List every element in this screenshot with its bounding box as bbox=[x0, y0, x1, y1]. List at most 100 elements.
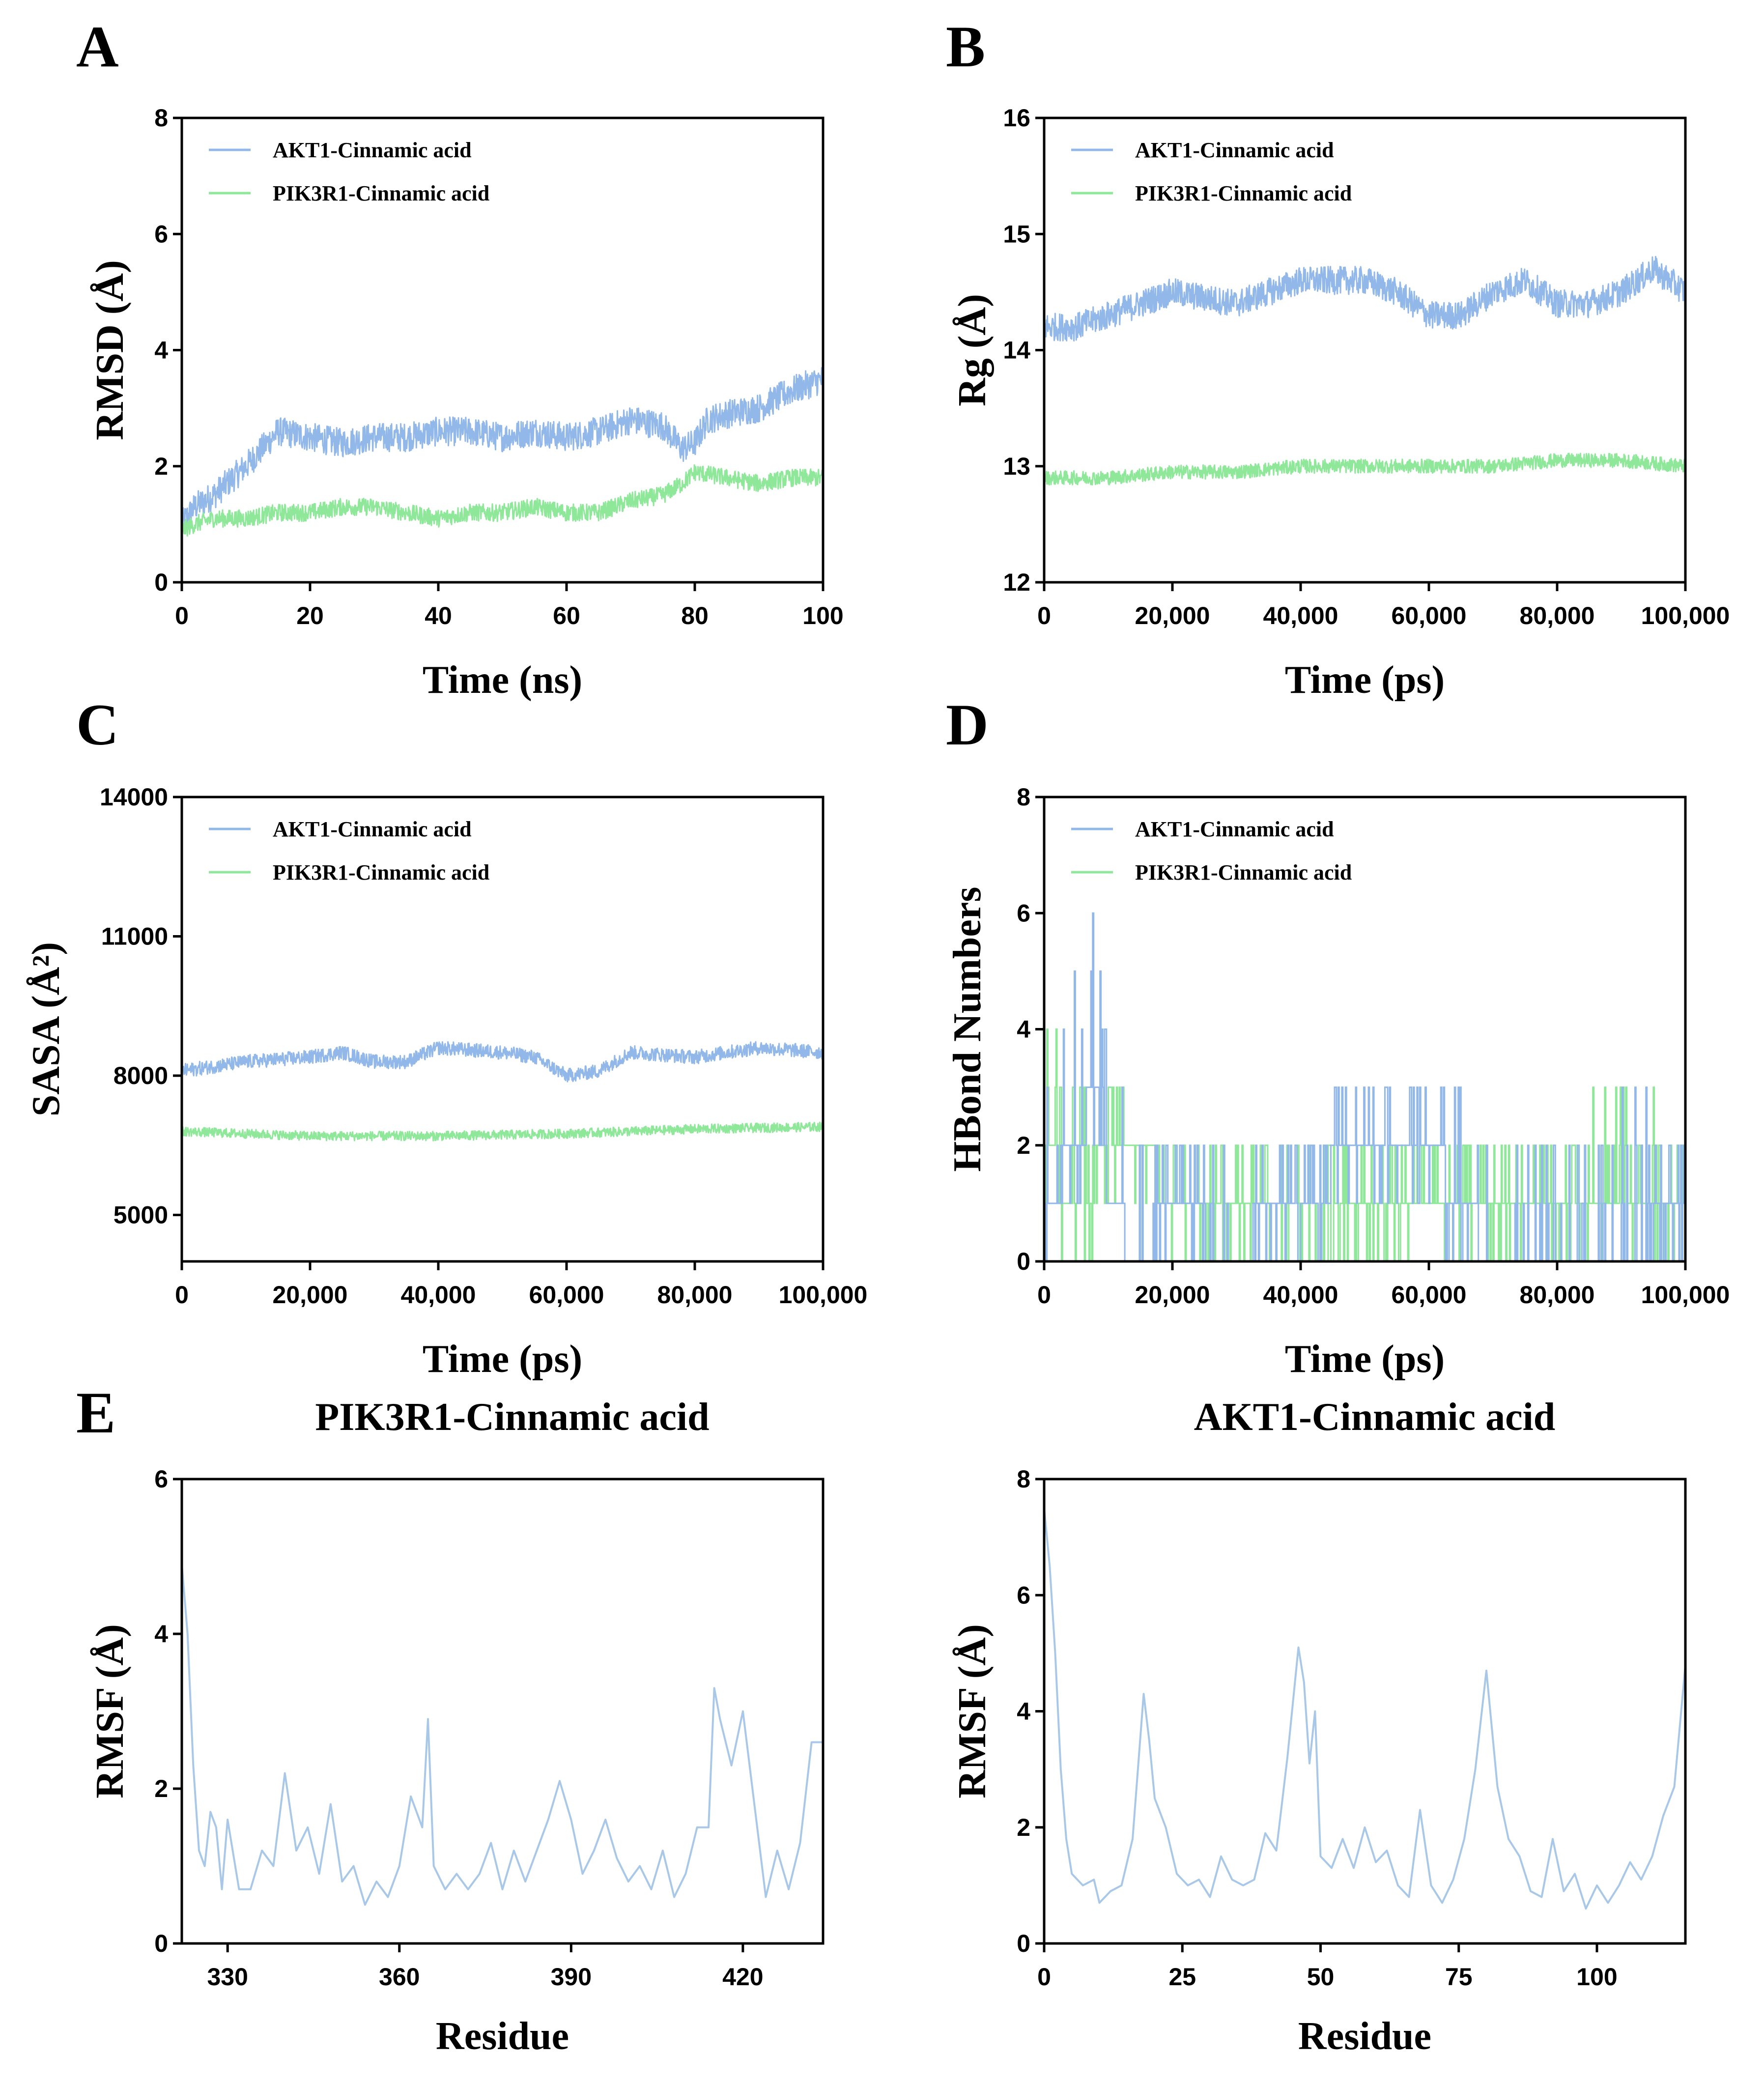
y-axis-title: HBond Numbers bbox=[946, 886, 989, 1171]
y-tick-label: 6 bbox=[1017, 899, 1030, 927]
legend-entry: AKT1-Cinnamic acid bbox=[1135, 138, 1334, 162]
legend-entry: PIK3R1-Cinnamic acid bbox=[273, 181, 489, 205]
legend: AKT1-Cinnamic acid PIK3R1-Cinnamic acid bbox=[209, 138, 489, 205]
x-tick-label: 20,000 bbox=[1135, 602, 1210, 629]
y-tick-label: 8 bbox=[154, 104, 168, 132]
series-pik3r1-cinnamic-acid-line bbox=[1044, 453, 1685, 485]
chart-panel-b: B 0 20,000 40,000 60,000 80,000 100,000 12 13 14 1… bbox=[946, 14, 1730, 702]
y-tick-label: 8 bbox=[1017, 783, 1030, 811]
x-tick-label: 60,000 bbox=[1392, 1281, 1467, 1309]
x-tick-label: 20 bbox=[296, 602, 324, 629]
plot-frame bbox=[180, 796, 825, 1263]
legend-entry: AKT1-Cinnamic acid bbox=[273, 817, 472, 841]
x-tick-label: 80 bbox=[681, 602, 709, 629]
x-tick-label: 80,000 bbox=[657, 1281, 733, 1309]
y-tick-label: 6 bbox=[1017, 1581, 1030, 1609]
y-tick-label: 0 bbox=[154, 569, 168, 596]
x-tick-label: 40 bbox=[425, 602, 452, 629]
y-tick-label: 15 bbox=[1003, 220, 1030, 248]
series-pik3r1-cinnamic-acid-line bbox=[182, 1121, 823, 1141]
x-tick-label: 100,000 bbox=[779, 1281, 868, 1309]
y-tick-label: 8 bbox=[1017, 1465, 1030, 1493]
y-axis-title: Rg (Å) bbox=[951, 294, 994, 406]
y-tick-label: 4 bbox=[154, 1620, 168, 1648]
x-tick-label: 360 bbox=[379, 1963, 420, 1991]
legend: AKT1-Cinnamic acid PIK3R1-Cinnamic acid bbox=[1071, 138, 1352, 205]
x-axis-title: Residue bbox=[436, 2015, 569, 2058]
x-tick-label: 100,000 bbox=[1641, 1281, 1730, 1309]
x-tick-label: 25 bbox=[1168, 1963, 1196, 1991]
x-axis-title: Residue bbox=[1298, 2015, 1431, 2058]
x-tick-label: 50 bbox=[1307, 1963, 1335, 1991]
y-axis-title: SASA (Å²) bbox=[25, 942, 68, 1116]
chart-panel-a: A 0 20 40 60 80 100 0 2 4 6 8 Time (ns) RMSD (Å) AKT1-… bbox=[76, 14, 844, 702]
panel-label-c: C bbox=[76, 692, 119, 757]
x-tick-label: 330 bbox=[207, 1963, 248, 1991]
y-tick-label: 5000 bbox=[114, 1201, 168, 1229]
series-group bbox=[1044, 256, 1685, 485]
legend-entry: AKT1-Cinnamic acid bbox=[273, 138, 472, 162]
chart-panel-e2: AKT1-Cinnamic acid 0 25 50 75 100 0 2 4 6 8 Residue… bbox=[951, 1396, 1687, 2058]
y-tick-label: 4 bbox=[1017, 1016, 1030, 1043]
y-tick-label: 16 bbox=[1003, 104, 1030, 132]
x-tick-label: 0 bbox=[1037, 1963, 1051, 1991]
legend: AKT1-Cinnamic acid PIK3R1-Cinnamic acid bbox=[209, 817, 489, 885]
plot-frame bbox=[180, 1478, 825, 1945]
y-tick-label: 2 bbox=[154, 453, 168, 480]
panel-label-d: D bbox=[946, 692, 989, 757]
x-axis-title: Time (ps) bbox=[423, 1338, 582, 1381]
series-akt1-cinnamic-acid-line bbox=[1044, 1508, 1685, 1910]
x-tick-label: 60,000 bbox=[1392, 602, 1467, 629]
chart-title: AKT1-Cinnamic acid bbox=[1194, 1396, 1556, 1439]
y-tick-label: 6 bbox=[154, 220, 168, 248]
series-pik3r1-cinnamic-acid-line bbox=[182, 464, 823, 537]
y-tick-label: 8000 bbox=[114, 1062, 168, 1089]
x-tick-label: 390 bbox=[551, 1963, 592, 1991]
y-tick-label: 4 bbox=[1017, 1698, 1030, 1725]
series-group bbox=[182, 1041, 823, 1141]
legend-entry: AKT1-Cinnamic acid bbox=[1135, 817, 1334, 841]
panel-label-b: B bbox=[946, 14, 985, 79]
series-group bbox=[182, 367, 823, 537]
x-tick-label: 60 bbox=[553, 602, 580, 629]
y-axis-title: RMSF (Å) bbox=[951, 1624, 994, 1798]
series-akt1-cinnamic-acid-line bbox=[182, 367, 823, 531]
x-tick-label: 80,000 bbox=[1520, 1281, 1595, 1309]
x-tick-label: 0 bbox=[1037, 602, 1051, 629]
series-akt1-cinnamic-acid-line bbox=[182, 1041, 823, 1083]
x-tick-label: 75 bbox=[1445, 1963, 1473, 1991]
series-pik3r1-cinnamic-acid-line bbox=[182, 1564, 823, 1906]
chart-panel-e1: E PIK3R1-Cinnamic acid 330 360 390 420 0 2 4 6 Res… bbox=[76, 1380, 825, 2058]
series-group bbox=[182, 1564, 823, 1906]
y-tick-label: 13 bbox=[1003, 453, 1030, 480]
y-tick-label: 0 bbox=[1017, 1930, 1030, 1957]
x-tick-label: 40,000 bbox=[1263, 602, 1338, 629]
y-tick-label: 14 bbox=[1003, 337, 1030, 364]
x-tick-label: 40,000 bbox=[401, 1281, 476, 1309]
x-tick-label: 80,000 bbox=[1520, 602, 1595, 629]
y-tick-label: 0 bbox=[1017, 1248, 1030, 1275]
y-tick-label: 2 bbox=[1017, 1132, 1030, 1159]
x-tick-label: 20,000 bbox=[1135, 1281, 1210, 1309]
series-akt1-cinnamic-acid-steps bbox=[1044, 912, 1685, 1261]
x-tick-label: 100,000 bbox=[1641, 602, 1730, 629]
x-tick-label: 0 bbox=[175, 602, 189, 629]
legend-entry: PIK3R1-Cinnamic acid bbox=[1135, 181, 1352, 205]
chart-panel-c: C 0 20,000 40,000 60,000 80,000 100,000 5000 800… bbox=[25, 692, 867, 1381]
x-tick-label: 60,000 bbox=[529, 1281, 604, 1309]
x-tick-label: 20,000 bbox=[273, 1281, 348, 1309]
y-axis-title: RMSD (Å) bbox=[88, 260, 132, 440]
y-tick-label: 0 bbox=[154, 1930, 168, 1957]
x-tick-label: 0 bbox=[175, 1281, 189, 1309]
panel-label-e: E bbox=[76, 1380, 115, 1445]
y-tick-label: 11000 bbox=[101, 923, 168, 950]
chart-panel-d: D 0 20,000 40,000 60,000 80,000 100,000 0 2 4 6 8 Ti… bbox=[946, 692, 1730, 1381]
y-tick-label: 2 bbox=[154, 1775, 168, 1802]
series-group bbox=[1044, 912, 1685, 1261]
x-tick-label: 100 bbox=[802, 602, 843, 629]
x-tick-label: 420 bbox=[722, 1963, 763, 1991]
x-tick-label: 100 bbox=[1576, 1963, 1617, 1991]
x-axis-title: Time (ps) bbox=[1285, 1338, 1445, 1381]
series-group bbox=[1044, 1508, 1685, 1910]
